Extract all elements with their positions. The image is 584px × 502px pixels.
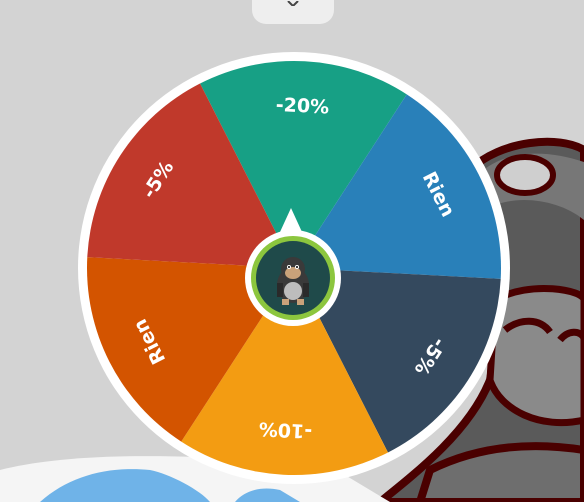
wheel-segment-label: -10% — [258, 417, 312, 442]
wheel-segment — [87, 83, 294, 268]
wheel-segment — [181, 268, 388, 475]
wheel-segment — [86, 257, 294, 442]
gorilla-mascot-illustration — [373, 137, 584, 502]
wheel-segment-label: -20% — [275, 94, 329, 119]
blue-card-shape — [40, 469, 210, 502]
wheel-segment — [200, 61, 407, 268]
spin-hub-button[interactable] — [245, 230, 341, 326]
chevron-down-icon — [286, 0, 300, 6]
pointer-triangle-icon — [280, 208, 302, 232]
gorilla-mascot-icon — [256, 241, 330, 315]
top-toggle-button[interactable] — [252, 0, 334, 24]
wheel-segment — [294, 94, 502, 279]
blue-card-shape-2 — [235, 488, 300, 502]
hub-ring — [251, 236, 335, 320]
wheel-segment — [294, 268, 501, 453]
